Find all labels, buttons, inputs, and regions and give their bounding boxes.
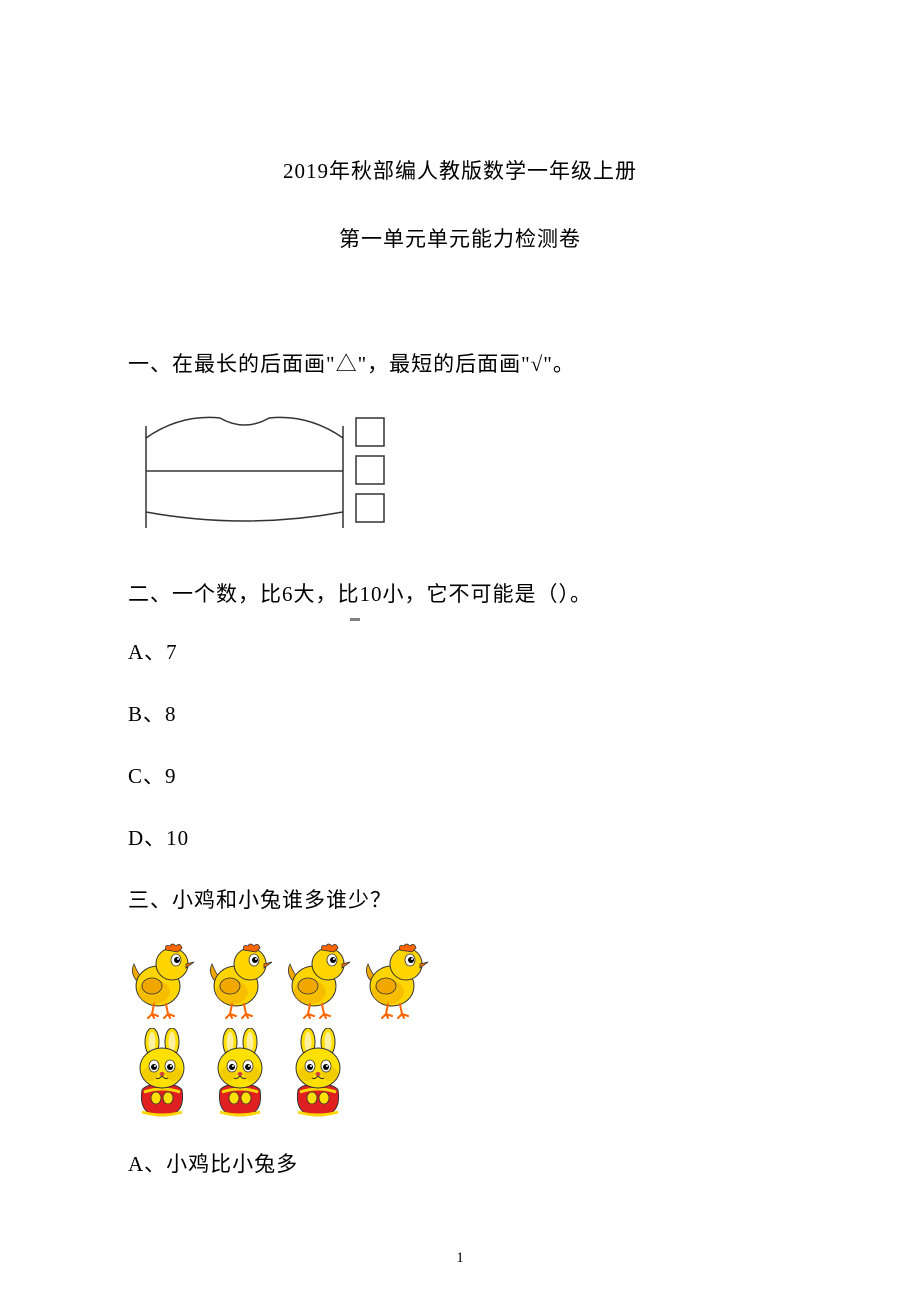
rabbit-row xyxy=(128,1028,792,1118)
chick-icon xyxy=(206,942,274,1020)
lines-comparison-diagram xyxy=(128,406,393,536)
rabbit-icon xyxy=(128,1028,196,1118)
option-b: B、8 xyxy=(128,698,792,728)
question-2-text: 二、一个数，比6大，比10小，它不可能是（）。 xyxy=(128,578,792,608)
rabbit-icon xyxy=(206,1028,274,1118)
option-c: C、9 xyxy=(128,760,792,790)
document-title-line1: 2019年秋部编人教版数学一年级上册 xyxy=(128,155,792,185)
chick-row xyxy=(128,942,792,1020)
rabbit-icon xyxy=(284,1028,352,1118)
question-3-option-a: A、小鸡比小兔多 xyxy=(128,1148,792,1178)
option-a: A、7 xyxy=(128,636,792,666)
cursor-mark xyxy=(350,618,360,621)
page-container: 2019年秋部编人教版数学一年级上册 第一单元单元能力检测卷 一、在最长的后面画… xyxy=(0,0,920,1250)
option-d: D、10 xyxy=(128,822,792,852)
page-number: 1 xyxy=(0,1250,920,1267)
question-3-text: 三、小鸡和小兔谁多谁少？ xyxy=(128,884,792,914)
chick-icon xyxy=(128,942,196,1020)
document-title-line2: 第一单元单元能力检测卷 xyxy=(128,223,792,253)
question-3-images xyxy=(128,942,792,1118)
chick-icon xyxy=(284,942,352,1020)
chick-icon xyxy=(362,942,430,1020)
question-1-diagram xyxy=(128,406,792,536)
question-1-text: 一、在最长的后面画"△"，最短的后面画"√"。 xyxy=(128,348,792,378)
question-2-options: A、7 B、8 C、9 D、10 xyxy=(128,636,792,852)
